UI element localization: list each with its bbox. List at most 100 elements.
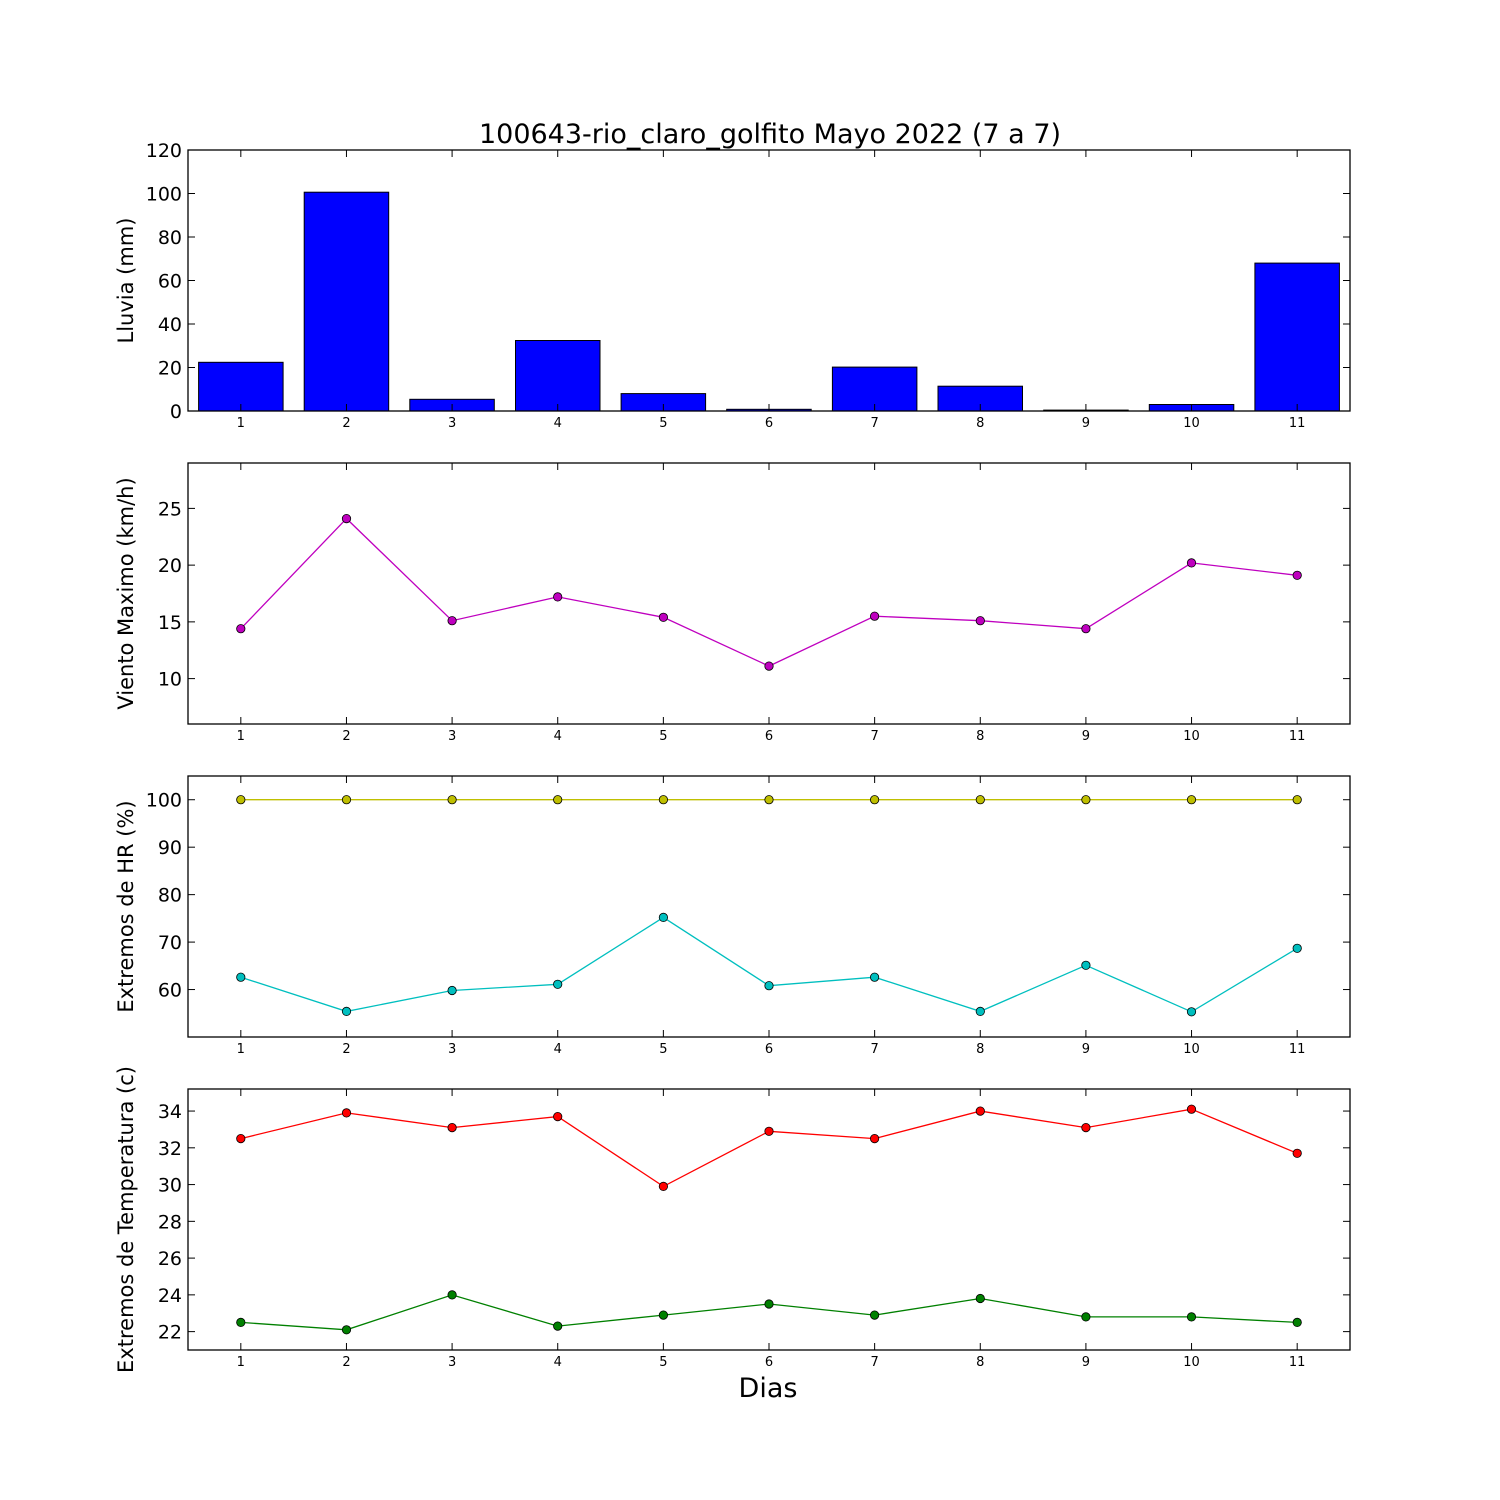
y-axis-label: Extremos de HR (%) (114, 800, 138, 1012)
point-series-1-day-10 (1186, 795, 1197, 805)
x-tick-label: 6 (765, 416, 773, 431)
x-tick-label: 2 (342, 416, 350, 431)
y-tick-label: 0 (170, 401, 182, 423)
point-series-1-day-7 (869, 795, 880, 805)
point-series-1-day-6 (764, 795, 774, 805)
bar-day-11 (1254, 262, 1340, 412)
x-axis-label: Dias (739, 1373, 798, 1404)
x-tick-label: 7 (870, 729, 878, 744)
point-series-2-day-2 (341, 1325, 352, 1335)
chart-title: 100643-rio_claro_golfito Mayo 2022 (7 a … (479, 119, 1061, 150)
point-series-2-day-4 (553, 979, 563, 989)
x-tick-label: 2 (342, 1042, 350, 1057)
x-tick-label: 3 (448, 416, 456, 431)
point-series-2-day-6 (764, 1299, 774, 1309)
point-series-1-day-5 (658, 1181, 669, 1192)
point-series-1-day-1 (236, 795, 246, 805)
y-tick-label: 60 (158, 980, 182, 1002)
y-tick-label: 24 (158, 1285, 182, 1307)
point-series-2-day-1 (236, 1317, 246, 1328)
bar-day-1 (198, 361, 284, 412)
point-series-1-day-9 (1081, 795, 1091, 805)
series-line-1 (240, 517, 1298, 667)
x-tick-label: 3 (448, 1355, 456, 1370)
x-tick-label: 5 (659, 1355, 667, 1370)
panel-3: 60 70 80 90 100 1 2 3 4 5 6 7 8 9 10 11 Extremos de HR (… (114, 775, 1351, 1057)
bar-day-4 (515, 340, 601, 412)
point-series-1-day-11 (1292, 1148, 1302, 1158)
x-tick-label: 9 (1082, 729, 1090, 744)
y-tick-label: 90 (158, 837, 182, 859)
point-series-1-day-11 (1292, 795, 1302, 805)
x-tick-label: 7 (870, 1042, 878, 1057)
y-tick-label: 120 (146, 140, 182, 162)
point-series-1-day-5 (658, 612, 669, 622)
point-series-1-day-2 (341, 1108, 352, 1118)
point-series-1-day-2 (341, 513, 352, 524)
point-series-2-day-3 (447, 1290, 457, 1300)
point-series-2-day-9 (1081, 1312, 1091, 1322)
x-tick-label: 10 (1183, 729, 1200, 744)
x-tick-label: 8 (976, 416, 984, 431)
y-tick-label: 10 (158, 669, 182, 691)
series-line-2 (240, 916, 1298, 1013)
x-tick-label: 9 (1082, 416, 1090, 431)
y-tick-label: 40 (158, 314, 182, 336)
x-tick-label: 7 (870, 1355, 878, 1370)
x-tick-label: 2 (342, 729, 350, 744)
point-series-1-day-7 (869, 611, 880, 621)
x-tick-label: 5 (659, 416, 667, 431)
bar-day-7 (831, 366, 918, 412)
x-tick-label: 4 (554, 729, 562, 744)
point-series-2-day-6 (764, 981, 774, 991)
point-series-1-day-9 (1081, 1123, 1091, 1133)
x-tick-label: 10 (1183, 1355, 1200, 1370)
panel-2: 10 15 20 25 1 2 3 4 5 6 7 8 9 10 11 Viento Maximo (km/h… (114, 462, 1351, 744)
point-series-2-day-2 (341, 1006, 352, 1017)
point-series-2-day-5 (658, 912, 669, 923)
x-tick-label: 8 (976, 1042, 984, 1057)
point-series-2-day-10 (1186, 1007, 1197, 1017)
point-series-2-day-11 (1292, 1317, 1302, 1328)
y-tick-label: 20 (158, 555, 182, 577)
y-tick-label: 80 (158, 885, 182, 907)
x-tick-label: 11 (1289, 416, 1306, 431)
x-tick-label: 11 (1289, 1042, 1306, 1057)
point-series-1-day-10 (1186, 558, 1197, 568)
y-tick-label: 26 (158, 1248, 182, 1270)
point-series-1-day-10 (1186, 1104, 1197, 1114)
plot-frame (187, 775, 1351, 1038)
point-series-1-day-6 (764, 661, 774, 671)
x-tick-label: 1 (237, 1042, 245, 1057)
y-tick-label: 28 (158, 1211, 182, 1233)
point-series-1-day-1 (236, 624, 246, 634)
plot-frame (187, 462, 1351, 725)
panel-1: 0 20 40 60 80 100 120 1 2 3 4 5 6 7 8 9 10 11 Lluvia (mm) (114, 140, 1351, 431)
x-tick-label: 2 (342, 1355, 350, 1370)
point-series-1-day-2 (341, 795, 352, 805)
y-axis-label: Lluvia (mm) (114, 218, 138, 344)
point-series-1-day-8 (975, 616, 985, 626)
point-series-1-day-5 (658, 795, 669, 805)
y-tick-label: 25 (158, 498, 182, 520)
point-series-2-day-7 (869, 1310, 880, 1320)
y-tick-label: 22 (158, 1322, 182, 1344)
point-series-2-day-5 (658, 1310, 669, 1320)
point-series-2-day-7 (869, 972, 880, 982)
x-tick-label: 4 (554, 1355, 562, 1370)
point-series-2-day-11 (1292, 943, 1302, 953)
point-series-1-day-8 (975, 795, 985, 805)
point-series-2-day-9 (1081, 960, 1091, 970)
point-series-2-day-4 (553, 1321, 563, 1331)
x-tick-label: 1 (237, 416, 245, 431)
y-tick-label: 30 (158, 1175, 182, 1197)
y-tick-label: 20 (158, 358, 182, 380)
x-tick-label: 3 (448, 729, 456, 744)
y-tick-label: 60 (158, 271, 182, 293)
x-tick-label: 1 (237, 729, 245, 744)
x-tick-label: 6 (765, 729, 773, 744)
x-tick-label: 11 (1289, 1355, 1306, 1370)
